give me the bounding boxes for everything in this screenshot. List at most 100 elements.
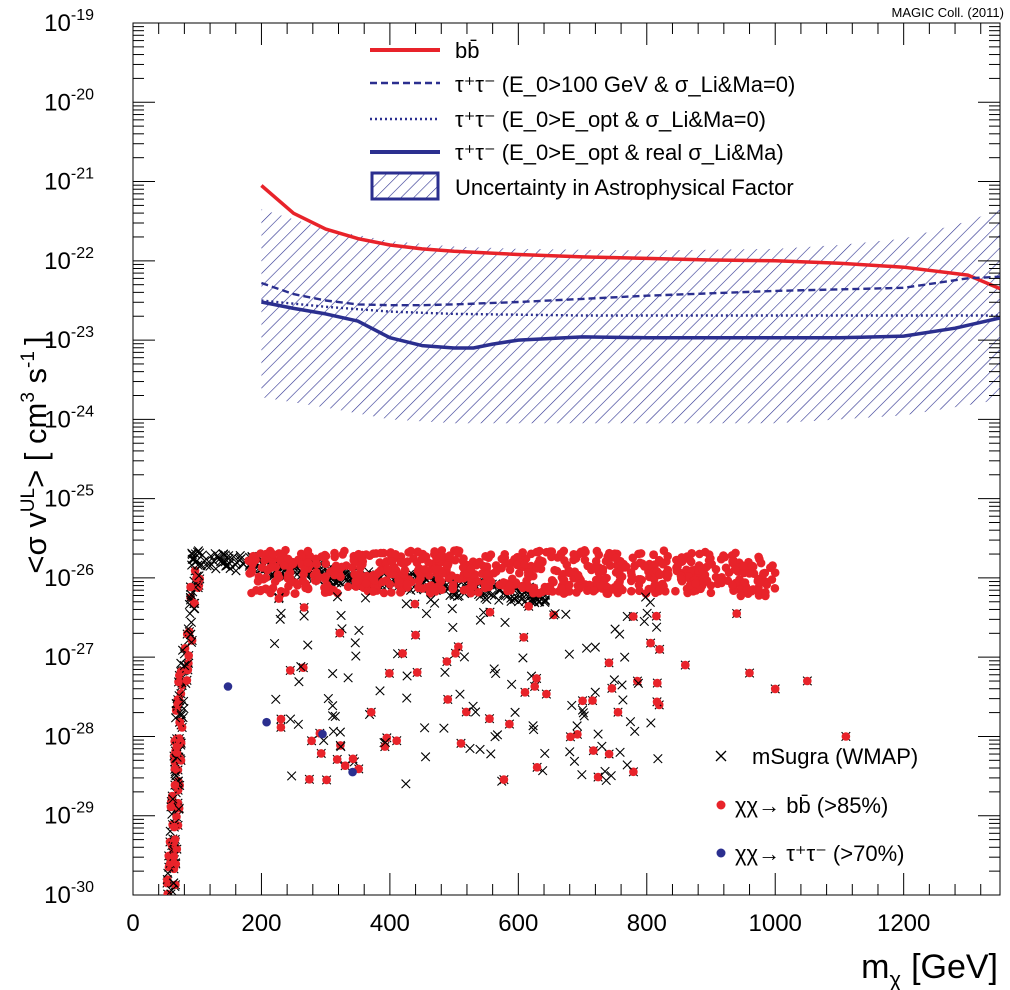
bb-channel-point [628, 553, 638, 563]
bb-channel-point [321, 559, 331, 568]
bb-channel-point [331, 561, 341, 571]
bb-channel-point [565, 580, 574, 590]
bb-channel-point [293, 581, 302, 590]
bb-channel-point [351, 576, 361, 586]
msugra-point [518, 653, 528, 663]
bb-channel-point [685, 556, 695, 565]
bb-channel-point [607, 684, 617, 693]
msugra-point [170, 713, 181, 723]
bb-channel-point [321, 585, 330, 594]
msugra-point [218, 549, 229, 559]
bb-channel-point [513, 560, 522, 570]
msugra-point [401, 599, 411, 609]
x-tick-label: 800 [627, 910, 667, 937]
bb-channel-point [640, 562, 649, 571]
msugra-point [327, 668, 338, 679]
bb-channel-point [650, 560, 660, 569]
bb-channel-point [456, 739, 466, 748]
bb-channel-point [303, 558, 313, 567]
bb-channel-point [320, 574, 330, 584]
msugra-point [343, 673, 353, 683]
bb-channel-point [745, 668, 754, 678]
bb-channel-point [274, 594, 284, 603]
bb-channel-point [361, 579, 371, 588]
msugra-point [609, 675, 620, 685]
msugra-point [360, 593, 371, 603]
msugra-point [186, 617, 197, 628]
msugra-point [193, 560, 203, 570]
bb-channel-point [365, 551, 375, 560]
msugra-point [500, 617, 510, 628]
msugra-point [593, 729, 603, 739]
bb-channel-point [411, 630, 420, 640]
bb-channel-point [354, 549, 363, 559]
plot-frame [132, 22, 1001, 896]
bb-channel-point [550, 565, 559, 575]
bb-channel-point [673, 561, 682, 571]
bb-channel-point [438, 551, 447, 561]
msugra-point [286, 771, 297, 781]
bb-channel-point [270, 577, 280, 586]
msugra-point [336, 741, 346, 752]
bb-channel-point [753, 586, 763, 596]
bb-channel-point [392, 736, 402, 745]
bb-channel-point [556, 584, 566, 593]
bb-channel-point [634, 580, 644, 590]
bb-channel-point [332, 755, 342, 764]
bb-channel-point [343, 582, 353, 591]
msugra-point [178, 696, 189, 707]
msugra-point [455, 689, 465, 699]
bb-channel-point [349, 556, 359, 565]
msugra-point [296, 661, 306, 672]
msugra-point [639, 616, 649, 627]
bb-channel-point [598, 567, 608, 576]
x-tick-label: 0 [126, 910, 139, 937]
msugra-point [577, 705, 588, 715]
bb-channel-point [355, 563, 365, 573]
x-tick-label: 200 [241, 910, 281, 937]
legend-label-bb-channel: χχ→ bb̄ (>85%) [735, 793, 888, 818]
bb-channel-point [163, 875, 172, 884]
bb-channel-point [728, 580, 737, 590]
msugra-point [630, 726, 640, 737]
msugra-point [452, 591, 463, 602]
bb-channel-point [803, 676, 812, 686]
msugra-point [166, 889, 176, 895]
bb-channel-point [193, 583, 203, 592]
bb-channel-point [172, 812, 181, 821]
bb-channel-point [573, 730, 582, 739]
bb-channel-point [244, 556, 253, 565]
legend-entry-tau-channel: χχ→ τ⁺τ⁻ (>70%) [716, 841, 904, 866]
msugra-point [625, 717, 636, 727]
bb-channel-point [400, 558, 410, 568]
bb-channel-point [316, 749, 326, 758]
y-tick-label: 10-25 [44, 483, 94, 513]
bb-channel-point [479, 561, 488, 571]
msugra-point [622, 760, 632, 770]
bb-channel-point [655, 569, 664, 579]
msugra-point [303, 640, 313, 650]
bb-channel-point [382, 733, 392, 743]
msugra-point [510, 707, 520, 718]
y-tick-label: 10-28 [44, 720, 94, 750]
msugra-point [299, 611, 309, 621]
msugra-point [590, 687, 600, 697]
bb-channel-point [299, 570, 308, 579]
msugra-point [540, 748, 550, 759]
msugra-point [447, 604, 457, 614]
bb-channel-point [747, 586, 756, 596]
legend-entry-tau-100gev: τ⁺τ⁻ (E_0>100 GeV & σ_Li&Ma=0) [370, 72, 795, 97]
bb-channel-point [385, 669, 394, 678]
bb-channel-point [335, 628, 345, 638]
bb-channel-point [604, 658, 614, 668]
bb-channel-point [591, 575, 601, 585]
bb-channel-point [681, 660, 690, 670]
msugra-point [171, 771, 181, 781]
bb-channel-point [170, 765, 180, 774]
msugra-point [550, 608, 560, 619]
bb-channel-point [566, 732, 575, 742]
bb-channel-point [658, 559, 668, 569]
msugra-point [236, 553, 246, 564]
bb-channel-point [425, 587, 435, 596]
